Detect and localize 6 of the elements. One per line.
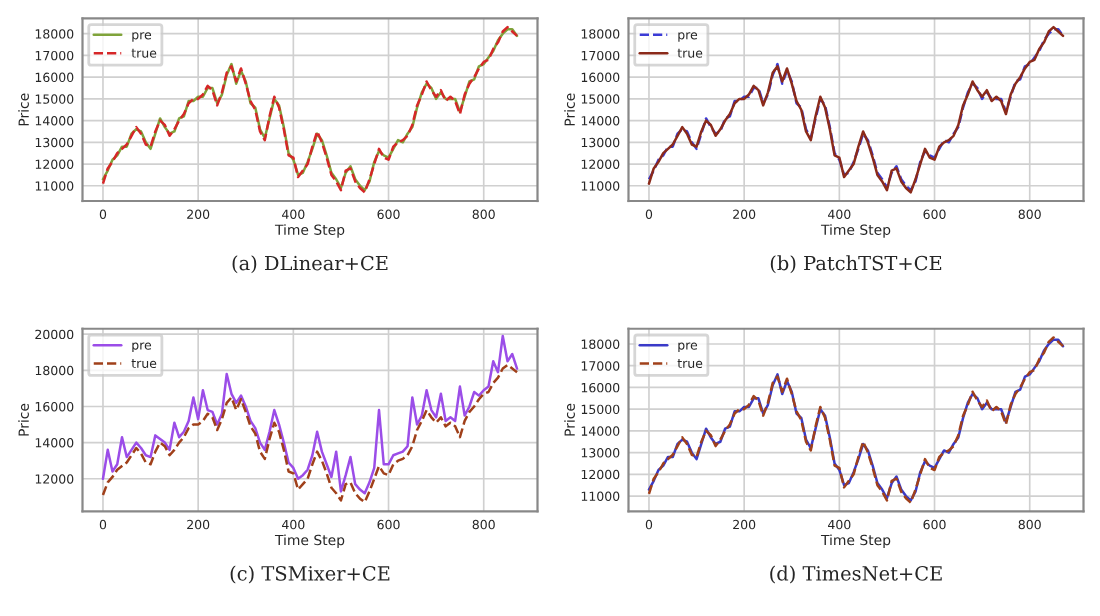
line-series: [101, 363, 519, 504]
text: (c) TSMixer+CE: [230, 565, 390, 584]
line-series: [101, 334, 519, 495]
text: (b) PatchTST+CE: [770, 255, 942, 274]
text: (a) DLinear+CE: [232, 255, 388, 274]
text: (d) TimesNet+CE: [770, 565, 942, 584]
